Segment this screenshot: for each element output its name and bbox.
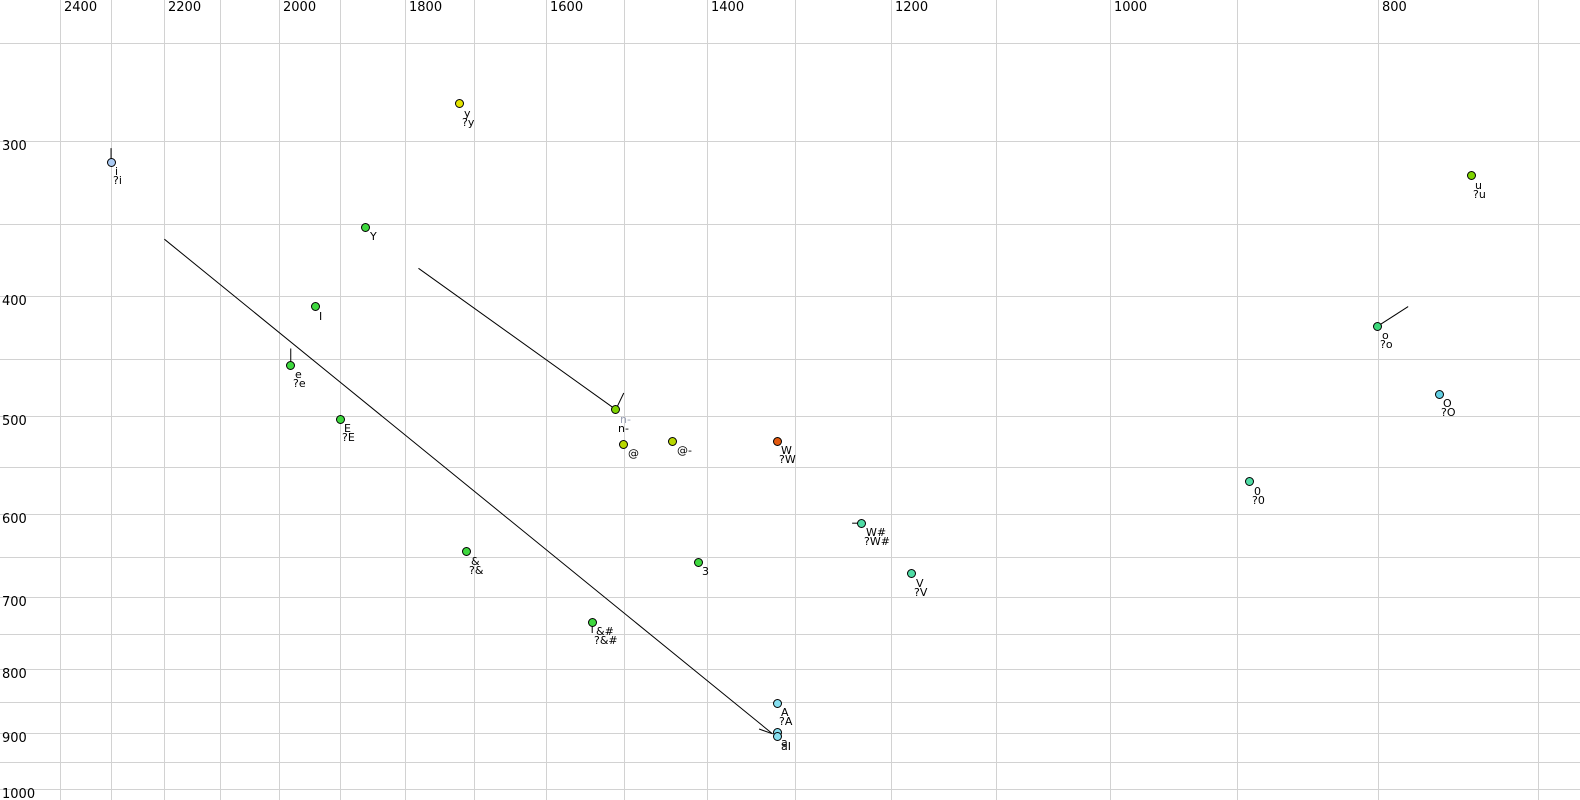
point-label2-e: ?e [293,377,306,390]
point-&#[interactable] [588,618,597,627]
trajectory-2 [418,267,617,410]
point-label-W#: W# [866,526,887,539]
y-axis-tick-800: 800 [2,667,27,682]
x-axis-tick-1800: 1800 [409,0,443,15]
point-label-E: E [344,422,351,435]
point-label-u: u [1475,179,1482,192]
point-E[interactable] [336,415,345,424]
point-label2-V: ?V [914,586,928,599]
point-label2-W: ?W [779,453,796,466]
y-axis-tick-400: 400 [2,294,27,309]
x-axis-tick-1000: 1000 [1114,0,1148,15]
point-&[interactable] [462,547,471,556]
trajectory-1-hook [758,728,773,735]
point-label-@: @ [628,447,639,460]
y-axis-tick-300: 300 [2,139,27,154]
point-label-3: 3 [702,565,709,578]
point-label2-O: ?O [1441,406,1456,419]
point-label-O: O [1443,397,1452,410]
point-label-@-: @- [677,444,692,457]
y-axis-tick-600: 600 [2,512,27,527]
point-label-I: I [319,310,323,323]
point-label-i: i [115,165,119,178]
point-o[interactable] [1373,322,1382,331]
point-label-Y: Y [370,230,377,243]
y-axis-tick-1000: 1000 [2,787,36,800]
point-O[interactable] [1435,390,1444,399]
point-aI[interactable] [773,732,782,741]
x-axis-tick-800: 800 [1382,0,1407,15]
point-label-o: o [1382,329,1389,342]
y-axis-tick-500: 500 [2,414,27,429]
point-label2-y: ?y [462,116,475,129]
point-label2-n-: n- [618,422,629,435]
point-@[interactable] [619,440,628,449]
point-label-&#: &# [596,625,614,638]
point-label2-W#: ?W# [864,535,890,548]
point-e[interactable] [286,361,295,370]
point-i[interactable] [107,158,116,167]
point-label-W: W [781,444,792,457]
point-A[interactable] [773,699,782,708]
point-3[interactable] [694,558,703,567]
x-axis-tick-1200: 1200 [895,0,929,15]
point-label2-&#: ?&# [594,634,618,647]
point-label-e: e [295,368,302,381]
point-V[interactable] [907,569,916,578]
y-axis-tick-900: 900 [2,731,27,746]
point-u[interactable] [1467,171,1476,180]
point-label-A: A [781,706,789,719]
point-y[interactable] [455,99,464,108]
point-label-n-: n- [620,413,631,426]
point-label-&: & [471,555,480,568]
point-Y[interactable] [361,223,370,232]
x-axis-tick-2400: 2400 [64,0,98,15]
point-label2-o: ?o [1380,338,1393,351]
point-label-0: 0 [1254,485,1261,498]
x-axis-tick-1600: 1600 [550,0,584,15]
point-label2-E: ?E [342,431,355,444]
x-axis-tick-2200: 2200 [168,0,202,15]
point-@-[interactable] [668,437,677,446]
x-axis-tick-1400: 1400 [711,0,745,15]
point-n-[interactable] [611,405,620,414]
point-label2-i: ?i [113,174,122,187]
point-label-y: y [464,107,471,120]
tail-o [1377,306,1409,327]
point-label-a: a [781,736,788,749]
point-label-aI: aI [781,740,791,753]
point-W#[interactable] [857,519,866,528]
point-I[interactable] [311,302,320,311]
point-label2-0: ?0 [1252,494,1265,507]
y-axis-tick-700: 700 [2,595,27,610]
point-label2-A: ?A [779,715,793,728]
point-label2-u: ?u [1473,188,1486,201]
point-0[interactable] [1245,477,1254,486]
x-axis-tick-2000: 2000 [283,0,317,15]
point-label-V: V [916,577,924,590]
point-W[interactable] [773,437,782,446]
trajectory-1 [164,238,773,735]
point-label2-&: ?& [469,564,484,577]
